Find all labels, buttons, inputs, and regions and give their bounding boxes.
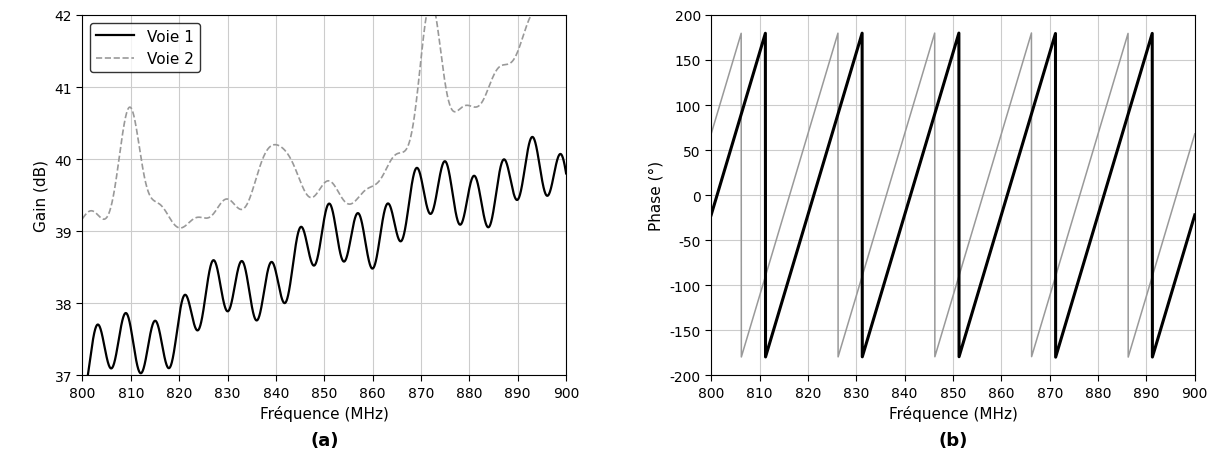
Voie 2 xyxy=(261,147,275,152)
Voie 2 xyxy=(173,226,188,231)
Voie 2 xyxy=(75,217,90,222)
Y-axis label: Phase (°): Phase (°) xyxy=(649,161,664,231)
Voie 1 xyxy=(525,135,540,140)
Voie 1 xyxy=(497,157,512,163)
Y-axis label: Gain (dB): Gain (dB) xyxy=(34,160,49,232)
Voie 1 xyxy=(75,397,90,402)
Text: (b): (b) xyxy=(939,431,968,449)
Text: (a): (a) xyxy=(311,431,338,449)
Voie 1 xyxy=(281,289,296,294)
Voie 1 xyxy=(159,362,173,367)
Line: Voie 1: Voie 1 xyxy=(82,137,566,399)
Voie 2 xyxy=(159,210,173,216)
Voie 2 xyxy=(281,154,296,159)
Line: Voie 2: Voie 2 xyxy=(82,0,566,228)
Voie 1 xyxy=(559,171,574,177)
Voie 1 xyxy=(261,268,275,273)
Legend: Voie 1, Voie 2: Voie 1, Voie 2 xyxy=(90,24,200,73)
X-axis label: Fréquence (MHz): Fréquence (MHz) xyxy=(260,405,388,421)
X-axis label: Fréquence (MHz): Fréquence (MHz) xyxy=(889,405,1018,421)
Voie 2 xyxy=(130,134,144,140)
Voie 1 xyxy=(130,364,144,370)
Voie 1 xyxy=(549,160,564,165)
Voie 2 xyxy=(497,63,512,68)
